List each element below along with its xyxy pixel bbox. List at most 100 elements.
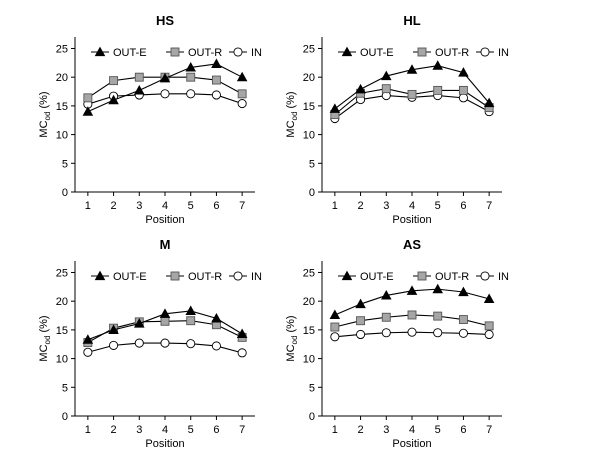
y-tick-label: 15 — [56, 325, 68, 337]
x-tick-label: 3 — [136, 200, 142, 212]
x-axis-label: Position — [145, 438, 184, 450]
data-point — [237, 348, 247, 358]
x-tick-label: 1 — [85, 424, 91, 436]
x-tick-label: 5 — [188, 200, 194, 212]
legend-label: OUT-E — [113, 47, 147, 59]
legend: OUT-E OUT-R IN — [91, 270, 262, 283]
data-point — [236, 328, 248, 338]
legend-marker — [233, 47, 243, 57]
legend-label: OUT-E — [113, 271, 147, 283]
y-axis-label-unit: (%) — [285, 315, 297, 335]
y-axis-label: MCod (%) — [285, 315, 299, 361]
data-point — [82, 334, 94, 344]
data-point — [432, 60, 443, 70]
x-tick-label: 2 — [111, 424, 117, 436]
legend-marker — [480, 271, 490, 281]
data-point — [484, 321, 494, 331]
x-tick-label: 3 — [136, 424, 142, 436]
x-tick-label: 7 — [239, 200, 245, 212]
y-tick-label: 10 — [56, 354, 68, 366]
data-point — [83, 93, 93, 103]
y-tick-label: 20 — [303, 72, 315, 84]
x-tick-label: 3 — [383, 200, 389, 212]
y-axis-label: MCod (%) — [38, 315, 52, 361]
data-point — [134, 84, 145, 95]
x-tick-label: 4 — [162, 424, 168, 436]
y-tick-label: 25 — [303, 267, 315, 279]
chart-panel-hs: HS 0 5 10 15 20 25 1 2 3 4 5 6 7 Position MCod (%) OUT-E… — [38, 13, 262, 226]
y-tick-label: 5 — [62, 382, 68, 394]
x-tick-label: 4 — [409, 200, 415, 212]
data-point — [458, 67, 469, 77]
data-point — [82, 106, 94, 116]
data-point — [355, 298, 366, 309]
x-tick-label: 1 — [85, 200, 91, 212]
legend-marker — [94, 270, 106, 281]
y-tick-label: 15 — [303, 325, 315, 337]
series-out-e — [329, 283, 495, 320]
chart-title: AS — [403, 237, 421, 252]
data-point — [407, 89, 417, 99]
data-point — [186, 316, 196, 326]
data-point — [330, 322, 340, 332]
legend-label: OUT-R — [188, 271, 222, 283]
legend-label: OUT-R — [435, 47, 469, 59]
x-tick-label: 6 — [460, 200, 466, 212]
data-point — [159, 308, 171, 318]
y-axis-label-subscript: od — [43, 112, 52, 121]
x-tick-label: 1 — [332, 424, 338, 436]
legend-marker — [417, 47, 427, 57]
data-point — [330, 332, 340, 342]
data-point — [458, 286, 469, 297]
data-point — [108, 324, 119, 334]
y-axis-label: MCod (%) — [285, 91, 299, 137]
series-out-e — [82, 305, 248, 344]
x-axis-label: Position — [392, 214, 431, 226]
chart-title: HL — [403, 13, 420, 28]
data-point — [381, 84, 391, 94]
legend-label: OUT-E — [360, 271, 394, 283]
y-tick-label: 15 — [303, 101, 315, 113]
y-tick-label: 0 — [309, 187, 315, 199]
y-tick-label: 25 — [56, 267, 68, 279]
data-point — [329, 309, 341, 320]
legend-marker — [341, 46, 353, 57]
x-axis-label: Position — [145, 214, 184, 226]
data-point — [211, 58, 222, 69]
data-point — [483, 97, 495, 108]
data-point — [134, 72, 144, 82]
data-point — [381, 70, 392, 81]
y-axis-label-subscript: od — [43, 336, 52, 345]
data-point — [186, 89, 196, 99]
y-tick-label: 5 — [62, 158, 68, 170]
x-tick-label: 5 — [435, 424, 441, 436]
x-tick-label: 6 — [213, 424, 219, 436]
legend-marker — [170, 47, 180, 57]
legend-label: IN — [498, 47, 509, 59]
data-point — [186, 72, 196, 82]
x-tick-label: 7 — [239, 424, 245, 436]
data-point — [134, 318, 145, 328]
data-point — [237, 99, 247, 109]
y-tick-label: 20 — [56, 296, 68, 308]
data-point — [356, 329, 366, 340]
series-out-e — [82, 58, 248, 116]
data-point — [329, 103, 341, 113]
chart-title: M — [160, 237, 171, 252]
data-point — [355, 83, 366, 94]
x-tick-label: 5 — [188, 424, 194, 436]
data-point — [211, 341, 221, 351]
x-axis-label: Position — [392, 438, 431, 450]
data-point — [406, 285, 418, 295]
legend-marker — [480, 47, 490, 57]
data-point — [108, 94, 119, 105]
legend-marker — [417, 271, 427, 281]
legend: OUT-E OUT-R IN — [91, 46, 262, 59]
y-axis-label: MCod (%) — [38, 91, 52, 137]
data-point — [458, 85, 468, 95]
y-axis-label-main: MC — [285, 120, 297, 137]
x-tick-label: 2 — [358, 200, 364, 212]
data-point — [433, 328, 443, 338]
data-point — [185, 305, 196, 316]
